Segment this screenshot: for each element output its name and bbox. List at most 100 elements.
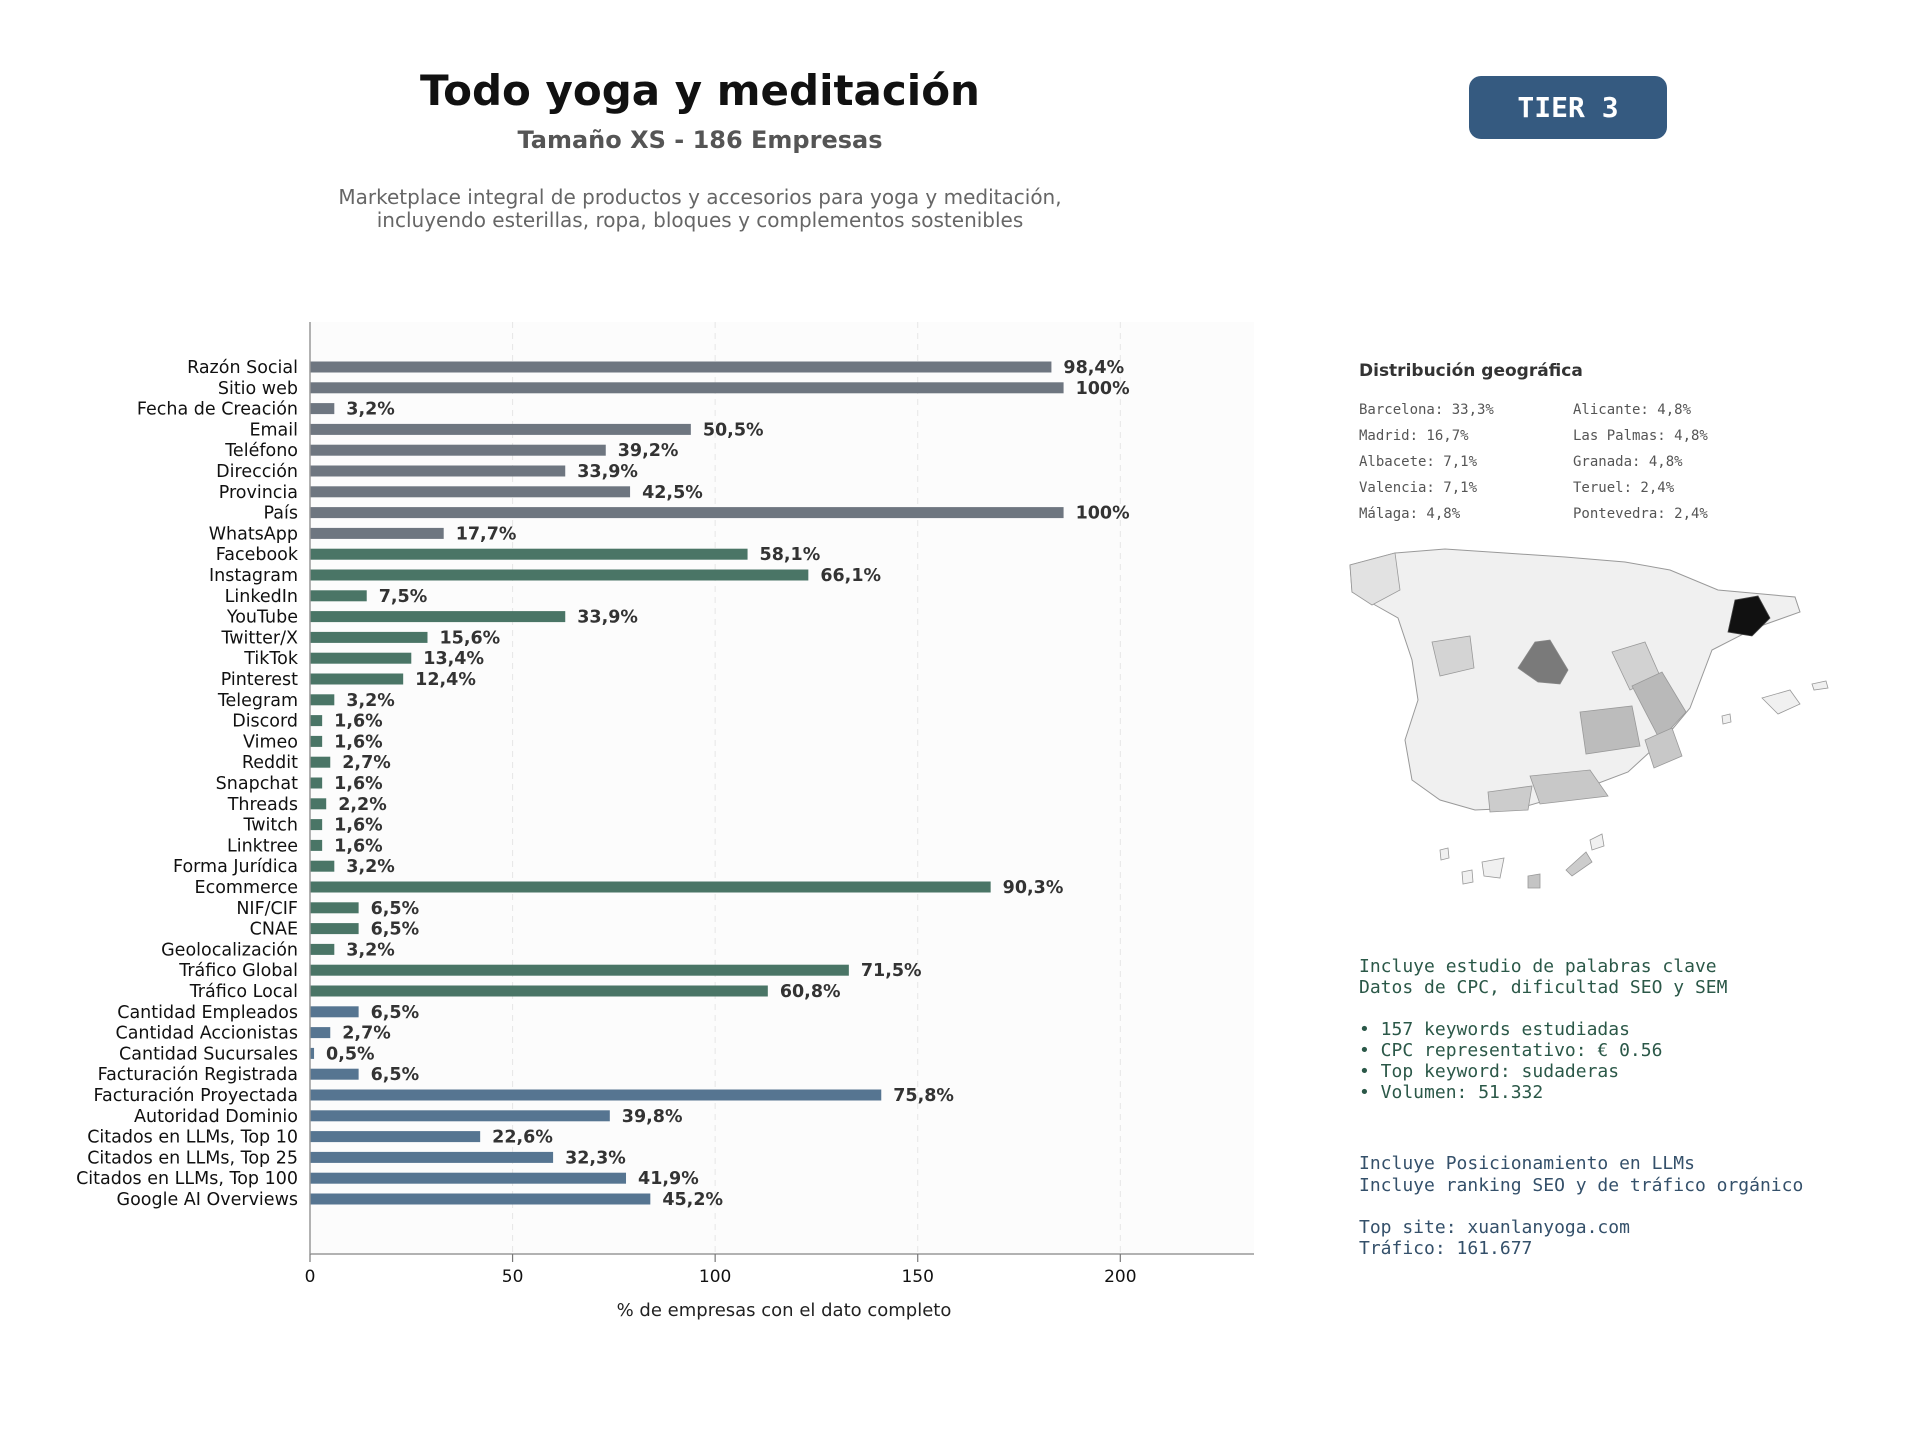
value-label: 32,3% — [565, 1148, 626, 1168]
map-region-galicia — [1349, 552, 1401, 606]
geo-item: Valencia: 7,1% — [1359, 480, 1478, 496]
value-label: 1,6% — [334, 816, 383, 836]
llm-line-2: Incluye ranking SEO y de tráfico orgánic… — [1359, 1175, 1804, 1196]
map-peninsula — [1349, 548, 1801, 811]
category-label: Snapchat — [216, 774, 298, 794]
category-label: Cantidad Accionistas — [115, 1024, 298, 1044]
category-label: Autoridad Dominio — [134, 1107, 298, 1127]
bar — [310, 923, 359, 935]
bar — [310, 1193, 651, 1205]
category-label: Threads — [227, 795, 298, 815]
geo-item: Las Palmas: 4,8% — [1573, 428, 1708, 444]
spain-map — [1349, 548, 1829, 889]
category-label: Instagram — [209, 566, 298, 586]
value-label: 22,6% — [492, 1128, 553, 1148]
x-ticks: 0 50 100 150 200 — [305, 1254, 1137, 1287]
bar — [310, 694, 335, 706]
bar — [310, 361, 1052, 373]
x-axis-label: % de empresas con el dato completo — [617, 1300, 952, 1321]
map-balearic-ibiza — [1721, 713, 1732, 725]
category-label: Telegram — [217, 691, 298, 711]
map-region-northwest — [1431, 635, 1475, 677]
value-label: 2,2% — [338, 795, 387, 815]
value-label: 3,2% — [346, 940, 395, 960]
map-region-albacete — [1579, 705, 1641, 755]
value-label: 3,2% — [346, 857, 395, 877]
geo-item: Alicante: 4,8% — [1573, 402, 1692, 418]
category-label: WhatsApp — [209, 524, 298, 544]
value-label: 6,5% — [371, 1065, 420, 1085]
value-label: 60,8% — [780, 982, 841, 1002]
value-label: 1,6% — [334, 732, 383, 752]
category-label: Facebook — [216, 545, 299, 565]
bar — [310, 423, 691, 435]
map-canary-las-palmas — [1527, 873, 1541, 889]
bar — [310, 507, 1064, 519]
bars-group — [310, 361, 1064, 1205]
bar — [310, 1006, 359, 1018]
category-label: Cantidad Sucursales — [119, 1044, 298, 1064]
bar — [310, 715, 323, 727]
map-canary-2 — [1461, 869, 1474, 885]
page-description: Marketplace integral de productos y acce… — [200, 186, 1200, 232]
category-label: Forma Jurídica — [173, 857, 298, 877]
map-canary-3 — [1481, 857, 1505, 879]
value-label: 0,5% — [326, 1044, 375, 1064]
x-tick-label: 50 — [502, 1267, 524, 1287]
geo-item: Albacete: 7,1% — [1359, 454, 1478, 470]
map-canary-1 — [1439, 847, 1450, 861]
bar — [310, 652, 412, 664]
value-label: 39,8% — [622, 1107, 683, 1127]
map-region-granada — [1529, 769, 1609, 805]
page-subtitle: Tamaño XS - 186 Empresas — [517, 126, 883, 154]
value-label: 41,9% — [638, 1169, 699, 1189]
bar — [310, 611, 566, 623]
tier-badge: TIER 3 — [1469, 76, 1667, 139]
category-label: Tráfico Global — [178, 961, 298, 981]
bar — [310, 881, 991, 893]
bar — [310, 943, 335, 955]
value-labels: 98,4%100%3,2%50,5%39,2%33,9%42,5%100%17,… — [326, 358, 1130, 1210]
bar — [310, 1089, 882, 1101]
geo-item: Granada: 4,8% — [1573, 454, 1683, 470]
bar — [310, 756, 331, 768]
value-label: 6,5% — [371, 920, 420, 940]
x-tick-label: 0 — [305, 1267, 316, 1287]
category-label: Discord — [232, 712, 298, 732]
bar — [310, 985, 768, 997]
bar — [310, 735, 323, 747]
value-label: 66,1% — [820, 566, 881, 586]
value-label: 3,2% — [346, 400, 395, 420]
bar — [310, 777, 323, 789]
bar — [310, 902, 359, 914]
category-label: Pinterest — [221, 670, 298, 690]
value-label: 50,5% — [703, 420, 764, 440]
map-balearic-mallorca — [1761, 689, 1801, 715]
value-label: 15,6% — [439, 628, 500, 648]
map-region-valencia — [1631, 671, 1687, 741]
category-label: Facturación Registrada — [98, 1065, 298, 1085]
grid-lines — [512, 322, 1121, 1254]
category-label: Ecommerce — [195, 878, 298, 898]
value-label: 17,7% — [456, 524, 517, 544]
category-label: Fecha de Creación — [137, 400, 298, 420]
value-label: 100% — [1076, 379, 1130, 399]
value-label: 3,2% — [346, 691, 395, 711]
value-label: 13,4% — [423, 649, 484, 669]
bar — [310, 1027, 331, 1039]
value-label: 1,6% — [334, 836, 383, 856]
value-label: 1,6% — [334, 774, 383, 794]
category-label: Tráfico Local — [189, 982, 298, 1002]
page-title: Todo yoga y meditación — [420, 66, 980, 115]
category-label: YouTube — [226, 608, 298, 628]
category-label: NIF/CIF — [236, 899, 298, 919]
bar — [310, 465, 566, 477]
bar — [310, 1172, 627, 1184]
category-label: Twitter/X — [220, 628, 298, 648]
description-line-2: incluyendo esterillas, ropa, bloques y c… — [376, 208, 1024, 232]
value-label: 90,3% — [1003, 878, 1064, 898]
bar — [310, 444, 606, 456]
bar — [310, 403, 335, 415]
